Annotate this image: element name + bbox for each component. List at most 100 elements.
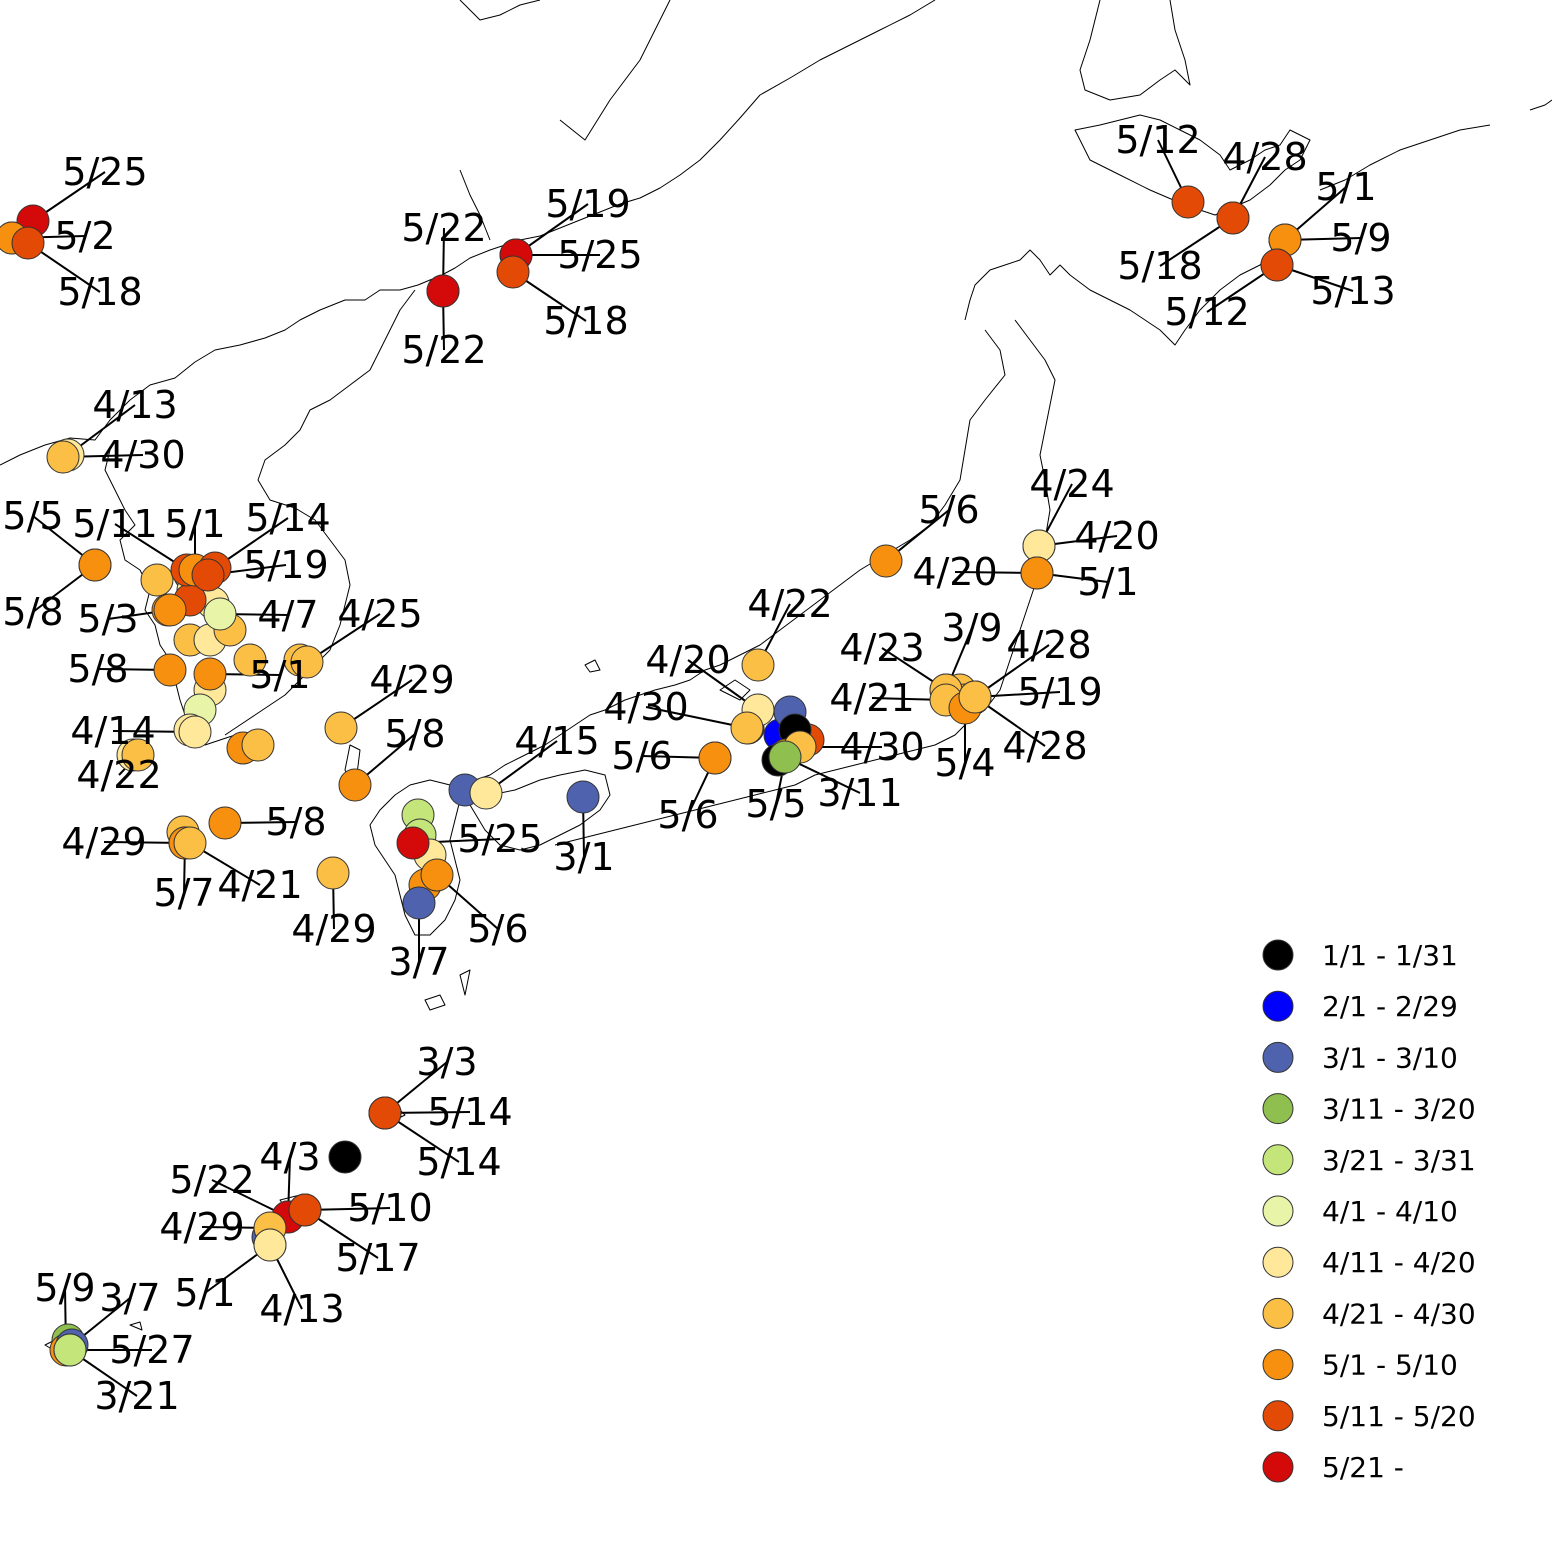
- legend-swatch: [1262, 990, 1294, 1022]
- shikoku: [469, 769, 611, 851]
- sakhalin: [1079, 0, 1191, 101]
- site-marker: [1260, 248, 1294, 282]
- legend-label: 4/21 - 4/30: [1322, 1297, 1476, 1330]
- date-label: 4/20: [645, 638, 730, 682]
- site-marker: [566, 780, 600, 814]
- date-label: 5/18: [1117, 244, 1202, 288]
- legend-label: 5/1 - 5/10: [1322, 1349, 1458, 1382]
- site-marker: [328, 1140, 362, 1174]
- legend-label: 3/11 - 3/20: [1322, 1093, 1476, 1126]
- date-label: 4/28: [1006, 623, 1091, 667]
- date-label: 4/22: [76, 753, 161, 797]
- date-label: 5/19: [1017, 670, 1102, 714]
- markers: [0, 185, 1302, 1367]
- date-label: 5/25: [557, 233, 642, 277]
- site-marker: [469, 776, 503, 810]
- legend-swatch: [1262, 1297, 1294, 1329]
- date-label: 4/23: [839, 626, 924, 670]
- date-label: 4/30: [839, 725, 924, 769]
- date-label: 5/19: [243, 543, 328, 587]
- date-label: 5/18: [57, 270, 142, 314]
- kurils: [1319, 99, 1552, 191]
- date-label: 3/21: [94, 1374, 179, 1418]
- site-marker: [121, 738, 155, 772]
- site-marker: [140, 563, 174, 597]
- date-label: 3/7: [99, 1276, 160, 1320]
- site-marker: [208, 806, 242, 840]
- date-label: 5/6: [657, 793, 718, 837]
- legend-label: 5/11 - 5/20: [1322, 1400, 1476, 1433]
- date-label: 5/4: [934, 741, 995, 785]
- date-label: 5/1: [174, 1271, 235, 1315]
- site-marker: [316, 856, 350, 890]
- date-label: 4/29: [61, 820, 146, 864]
- site-marker: [173, 826, 207, 860]
- site-marker: [768, 740, 802, 774]
- date-label: 4/29: [159, 1205, 244, 1249]
- legend-swatch: [1262, 1093, 1294, 1125]
- date-label: 5/6: [918, 488, 979, 532]
- date-label: 5/13: [1310, 269, 1395, 313]
- date-label: 5/14: [427, 1090, 512, 1134]
- site-marker: [178, 715, 212, 749]
- date-label: 5/1: [1315, 165, 1376, 209]
- date-label: 5/9: [1330, 216, 1391, 260]
- site-marker: [153, 653, 187, 687]
- date-label: 4/7: [257, 593, 318, 637]
- legend-label: 2/1 - 2/29: [1322, 990, 1458, 1023]
- site-marker: [288, 1193, 322, 1227]
- date-label: 5/6: [467, 907, 528, 951]
- date-label: 4/13: [259, 1287, 344, 1331]
- date-label: 5/5: [2, 494, 63, 538]
- date-label: 3/1: [553, 835, 614, 879]
- date-label: 5/25: [457, 817, 542, 861]
- legend-swatch: [1262, 1041, 1294, 1073]
- date-label: 5/1: [1077, 560, 1138, 604]
- date-label: 4/20: [1074, 514, 1159, 558]
- site-marker: [46, 440, 80, 474]
- legend-swatch: [1262, 1349, 1294, 1381]
- date-label: 5/1: [249, 653, 310, 697]
- date-label: 5/8: [265, 800, 326, 844]
- date-labels: 5/255/25/185/225/225/195/255/184/134/305…: [2, 118, 1395, 1418]
- date-label: 4/20: [912, 550, 997, 594]
- date-label: 5/27: [109, 1328, 194, 1372]
- date-label: 5/9: [34, 1266, 95, 1310]
- legend: 1/1 - 1/31 2/1 - 2/29 3/1 - 3/10 3/11 - 3/2…: [1262, 939, 1476, 1484]
- site-marker: [203, 597, 237, 631]
- date-label: 5/12: [1164, 290, 1249, 334]
- site-marker: [78, 548, 112, 582]
- site-marker: [193, 657, 227, 691]
- date-label: 4/29: [369, 658, 454, 702]
- site-marker: [153, 593, 187, 627]
- north-coast-upper: [459, 0, 671, 241]
- legend-label: 4/1 - 4/10: [1322, 1195, 1458, 1228]
- legend-swatch: [1262, 1144, 1294, 1176]
- date-label: 4/14: [70, 709, 155, 753]
- date-label: 4/28: [1002, 724, 1087, 768]
- date-label: 5/12: [1115, 118, 1200, 162]
- date-label: 5/10: [347, 1186, 432, 1230]
- site-marker: [241, 728, 275, 762]
- site-marker: [496, 255, 530, 289]
- date-label: 5/18: [543, 299, 628, 343]
- date-label: 5/25: [62, 150, 147, 194]
- date-label: 5/22: [401, 328, 486, 372]
- date-label: 5/3: [77, 597, 138, 641]
- date-label: 5/11: [72, 502, 157, 546]
- site-marker: [1171, 185, 1205, 219]
- date-label: 3/9: [941, 606, 1002, 650]
- site-marker: [233, 643, 267, 677]
- leader-line: [645, 706, 748, 729]
- korea-east-coast: [224, 289, 416, 736]
- date-label: 5/17: [335, 1236, 420, 1280]
- date-label: 4/22: [747, 582, 832, 626]
- site-marker: [396, 826, 430, 860]
- legend-label: 4/11 - 4/20: [1322, 1246, 1476, 1279]
- site-marker: [324, 711, 358, 745]
- legend-swatch: [1262, 1246, 1294, 1278]
- date-label: 4/15: [514, 719, 599, 763]
- site-marker: [1020, 556, 1054, 590]
- site-marker: [869, 544, 903, 578]
- date-label: 5/22: [401, 206, 486, 250]
